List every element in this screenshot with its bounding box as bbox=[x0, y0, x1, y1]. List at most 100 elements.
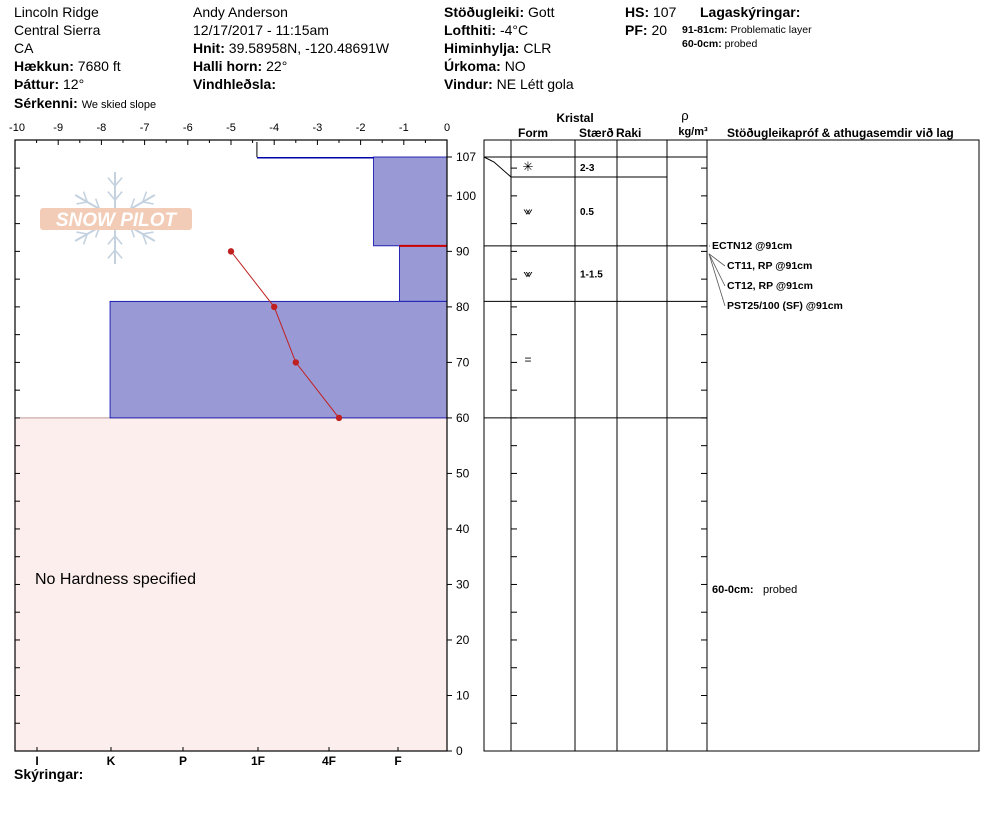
hardness-bar bbox=[399, 245, 448, 302]
hardness-label: 4F bbox=[322, 754, 336, 768]
stability-label: Stöðugleiki: bbox=[444, 4, 525, 20]
grain-size: 1-1.5 bbox=[580, 270, 603, 281]
wind-loading-label: Vindhleðsla: bbox=[193, 76, 276, 92]
snowflake-branch bbox=[114, 191, 123, 201]
snowflake-branch bbox=[107, 235, 116, 245]
height-tick-label: 10 bbox=[456, 688, 470, 702]
size-header: Stærð bbox=[579, 126, 614, 140]
layer-note-range: 91-81cm: bbox=[682, 24, 728, 36]
snowflake-branch bbox=[107, 177, 116, 187]
sky-value: CLR bbox=[523, 40, 552, 56]
test-leader bbox=[708, 253, 726, 287]
height-tick-label: 20 bbox=[456, 633, 470, 647]
snowflake-branch bbox=[114, 249, 123, 259]
density-symbol: ρ bbox=[681, 108, 688, 123]
snowflake-branch bbox=[76, 231, 88, 235]
elevation-label: Hækkun: bbox=[14, 58, 74, 74]
features-label: Sérkenni: bbox=[14, 95, 78, 111]
location-name: Lincoln Ridge bbox=[14, 4, 99, 20]
snowflake-branch bbox=[114, 235, 123, 245]
height-tick-label: 90 bbox=[456, 244, 470, 258]
height-tick-label: 0 bbox=[456, 744, 463, 758]
form-header: Form bbox=[518, 126, 548, 140]
elevation-row: Hækkun: 7680 ft bbox=[14, 57, 121, 75]
features-row: Sérkenni: We skied slope bbox=[14, 94, 156, 114]
air-temp-row: Lofthiti: -4°C bbox=[444, 21, 528, 39]
hardness-bar bbox=[373, 156, 448, 247]
pf-value: 20 bbox=[651, 22, 668, 38]
snowflake-branch bbox=[114, 177, 123, 187]
temperature-point bbox=[335, 414, 343, 422]
temp-tick-label: -8 bbox=[97, 122, 107, 134]
temperature-point bbox=[271, 303, 278, 311]
snowflake-branch bbox=[107, 249, 116, 259]
table-frame bbox=[483, 139, 980, 752]
snowflake-branch bbox=[129, 198, 136, 210]
layer-table: Kristal Form Stærð Raki ρ kg/m³ Stöðugleikapró… bbox=[483, 108, 980, 752]
grain-form-symbol: ⩖ bbox=[523, 267, 533, 281]
snowflake-branch bbox=[82, 191, 89, 203]
hardness-label: 1F bbox=[251, 754, 265, 768]
height-tick-label: 60 bbox=[456, 411, 470, 425]
temperature-point bbox=[227, 248, 235, 255]
air-temp-value: -4°C bbox=[499, 22, 529, 38]
temp-tick-label: -3 bbox=[313, 122, 323, 134]
connector-line bbox=[483, 156, 512, 178]
observation-datetime: 12/17/2017 - 11:15am bbox=[193, 22, 329, 38]
slope-label: Halli horn: bbox=[193, 58, 263, 74]
snowflake-branch bbox=[107, 191, 116, 201]
layer-note: 91-81cm: Problematic layer bbox=[682, 23, 812, 37]
layer-note-range: 60-0cm: bbox=[682, 38, 722, 50]
sky-label: Himinhylja: bbox=[444, 40, 520, 56]
coords-row: Hnit: 39.58958N, -120.48691W bbox=[193, 39, 389, 57]
stability-test: ECTN12 @91cm bbox=[712, 240, 792, 252]
temp-tick-label: -2 bbox=[356, 122, 366, 134]
grain-form-symbol: ✳ bbox=[523, 159, 534, 174]
wind-row: Vindur: NE Létt gola bbox=[444, 75, 574, 93]
snowflake-branch bbox=[76, 201, 88, 205]
wind-value: NE Létt gola bbox=[496, 76, 574, 92]
layer-note-text: Problematic layer bbox=[730, 24, 812, 36]
precip-label: Úrkoma: bbox=[444, 58, 501, 74]
temp-tick-label: -6 bbox=[183, 122, 193, 134]
legend-label: Skýringar: bbox=[14, 766, 84, 782]
height-tick-label: 40 bbox=[456, 522, 470, 536]
grain-size: 0.5 bbox=[580, 207, 594, 218]
height-tick-label: 50 bbox=[456, 466, 470, 480]
temperature-point bbox=[292, 359, 299, 366]
wind-label: Vindur: bbox=[444, 76, 493, 92]
hs-value: 107 bbox=[653, 4, 677, 20]
height-tick-label: 70 bbox=[456, 355, 470, 369]
no-hardness-text: No Hardness specified bbox=[35, 571, 196, 588]
hardness-label: F bbox=[394, 754, 401, 768]
precip-value: NO bbox=[504, 58, 526, 74]
hardness-label: K bbox=[107, 754, 116, 768]
slope-row: Halli horn: 22° bbox=[193, 57, 287, 75]
layer-notes-title: Lagaskýringar: bbox=[700, 4, 801, 20]
logo-banner bbox=[40, 208, 192, 230]
temp-tick-label: -1 bbox=[399, 122, 409, 134]
snowflake-branch bbox=[142, 201, 154, 205]
surface-line bbox=[256, 157, 447, 159]
snowflake-branch bbox=[94, 198, 101, 210]
elevation-value: 7680 ft bbox=[77, 58, 121, 74]
hs-row: HS: 107 bbox=[625, 3, 676, 21]
grain-form-symbol: ⩖ bbox=[523, 204, 533, 218]
height-tick-label: 30 bbox=[456, 577, 470, 591]
hardness-label: I bbox=[35, 754, 38, 768]
snowflake-branch bbox=[142, 231, 154, 235]
stability-test: CT11, RP @91cm bbox=[727, 260, 812, 272]
stability-value: Gott bbox=[528, 4, 555, 20]
air-temp-label: Lofthiti: bbox=[444, 22, 497, 38]
height-tick-label: 80 bbox=[456, 300, 470, 314]
snowflake-branch bbox=[141, 191, 148, 203]
coords-value: 39.58958N, -120.48691W bbox=[228, 40, 390, 56]
logo-text: SNOW PILOT bbox=[56, 210, 178, 231]
grain-form-symbol: = bbox=[524, 353, 531, 367]
temp-tick-label: -10 bbox=[9, 122, 25, 134]
crystal-header: Kristal bbox=[556, 111, 593, 125]
stability-test: CT12, RP @91cm bbox=[727, 280, 813, 292]
probed-region bbox=[14, 417, 448, 752]
